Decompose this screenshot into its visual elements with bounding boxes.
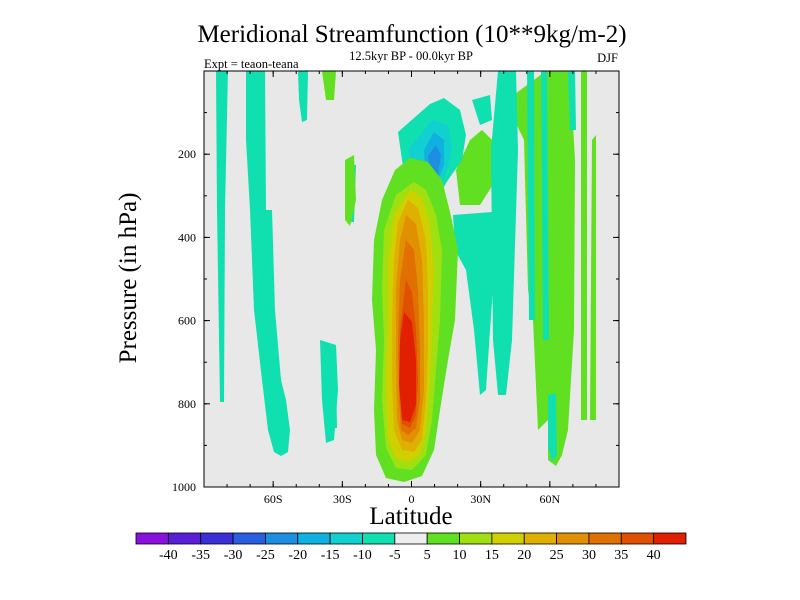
contour-sh-col-2 — [246, 71, 290, 456]
contour-nh-col-3 — [541, 71, 549, 340]
colorbar-segment — [620, 532, 655, 545]
colorbar-segment — [653, 532, 687, 545]
x-tick-label: 0 — [409, 492, 415, 506]
contour-nh-col-2 — [527, 71, 535, 320]
colorbar-label: -5 — [389, 548, 401, 563]
colorbar-segment — [265, 532, 299, 545]
contour-nh-col-4 — [548, 393, 557, 462]
chart-subtitle: 12.5kyr BP - 00.0kyr BP — [349, 49, 473, 63]
colorbar-label: -30 — [224, 548, 243, 563]
colorbar-segment — [426, 532, 460, 545]
x-axis: 60S 30S 0 30N 60N — [226, 71, 597, 506]
y-tick-label: 1000 — [172, 480, 196, 494]
colorbar-label: -15 — [321, 548, 340, 563]
contour-nh-col-5 — [568, 71, 576, 130]
contour-sh-col-1 — [216, 71, 228, 402]
y-axis: 200 400 600 800 1000 — [172, 112, 619, 494]
contour-nh-pos-strip — [581, 71, 587, 420]
contour-nh-col-6 — [453, 212, 495, 395]
colorbar-segment — [200, 532, 234, 545]
contour-sh-col-3 — [298, 71, 308, 122]
colorbar-segment — [362, 532, 396, 545]
colorbar-label: 35 — [614, 548, 628, 563]
contour-nh-pos-band — [500, 71, 575, 466]
contour-south-spur — [345, 155, 356, 226]
season-label: DJF — [597, 51, 618, 65]
colorbar-label: -20 — [288, 548, 307, 563]
colorbar-label: 25 — [550, 548, 564, 563]
colorbar-segment — [135, 532, 169, 545]
colorbar-segment — [297, 532, 331, 545]
contour-nh-col-7 — [472, 95, 492, 125]
contour-sh-col-6 — [330, 370, 337, 428]
colorbar-label: -35 — [191, 548, 210, 563]
contour-nh-pos-top — [322, 71, 336, 100]
colorbar-segment — [491, 532, 525, 545]
colorbar-label: -40 — [159, 548, 178, 563]
colorbar-segment — [588, 532, 622, 545]
contour-nh-pos-mid — [456, 130, 496, 205]
experiment-label: Expt = teaon-teana — [204, 57, 299, 71]
colorbar-label: -25 — [256, 548, 275, 563]
x-tick-label: 30S — [333, 492, 352, 506]
colorbar-label: 20 — [517, 548, 531, 563]
colorbar-label: 15 — [485, 548, 499, 563]
x-tick-label: 60N — [539, 492, 560, 506]
colorbar-segment — [459, 532, 493, 545]
contour-nh-pos-strip-2 — [590, 135, 596, 420]
plot-area: 60S 30S 0 30N 60N 200 400 600 800 1000 — [172, 70, 620, 506]
colorbar-segment — [329, 532, 363, 545]
colorbar-segment — [232, 532, 266, 545]
y-tick-label: 800 — [178, 397, 196, 411]
contour-trop-pos-40 — [399, 312, 416, 422]
x-axis-label: Latitude — [369, 503, 452, 530]
colorbar-segment — [556, 532, 590, 545]
y-tick-label: 200 — [178, 147, 196, 161]
x-tick-label: 60S — [264, 492, 283, 506]
colorbar-label: 5 — [424, 548, 431, 563]
colorbar-segment — [167, 532, 202, 545]
y-tick-label: 600 — [178, 314, 196, 328]
colorbar-label: 40 — [647, 548, 661, 563]
contour-fields — [216, 71, 596, 482]
y-tick-label: 400 — [178, 230, 196, 244]
colorbar-label: 10 — [453, 548, 467, 563]
colorbar-label: 30 — [582, 548, 596, 563]
y-axis-label: Pressure (in hPa) — [115, 193, 142, 364]
x-tick-label: 30N — [470, 492, 491, 506]
colorbar: -40 -35 -30 -25 -20 -15 -10 -5 5 10 15 20 25 30 35 40 — [135, 532, 687, 563]
colorbar-segment — [523, 532, 557, 545]
colorbar-segment — [394, 532, 428, 545]
colorbar-label: -10 — [353, 548, 372, 563]
chart-title: Meridional Streamfunction (10**9kg/m-2) — [197, 21, 626, 48]
contour-nh-col-1 — [491, 71, 518, 395]
